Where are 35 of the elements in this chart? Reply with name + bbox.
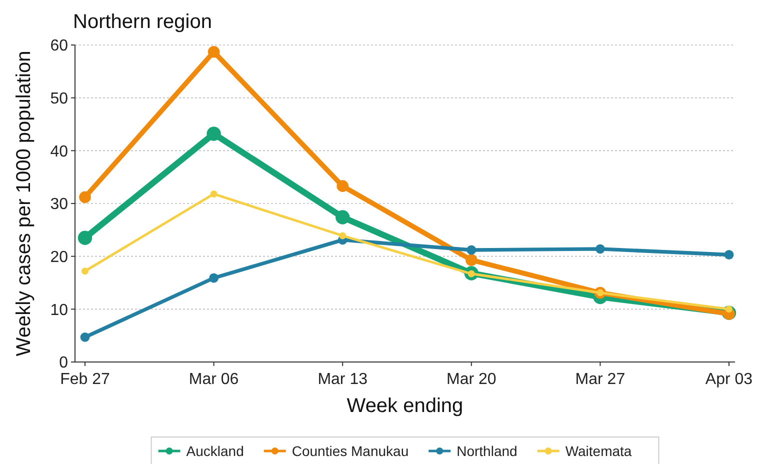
y-tick-label: 50 — [50, 90, 68, 108]
x-tick-label: Apr 03 — [705, 371, 753, 388]
point — [336, 180, 348, 192]
point — [78, 230, 92, 245]
point — [596, 244, 605, 254]
legend-label: Northland — [456, 442, 518, 459]
point — [209, 273, 218, 283]
legend-label: Auckland — [186, 442, 244, 459]
legend-label: Counties Manukau — [292, 442, 409, 459]
point — [466, 245, 476, 255]
point — [206, 126, 221, 141]
legend-label: Waitemata — [565, 442, 632, 459]
point — [724, 250, 734, 260]
y-axis-title: Weekly cases per 1000 population — [13, 50, 35, 356]
y-tick-label: 10 — [50, 302, 68, 319]
y-tick-label: 30 — [50, 196, 68, 214]
y-tick-label: 60 — [50, 38, 68, 55]
y-tick-label: 0 — [59, 354, 68, 372]
x-tick-label: Mar 13 — [318, 371, 368, 388]
y-tick-label: 40 — [50, 143, 68, 160]
chart-title: Northern region — [73, 11, 212, 33]
x-tick-label: Mar 20 — [446, 371, 496, 388]
point — [339, 232, 346, 240]
x-tick-label: Mar 06 — [188, 371, 239, 388]
y-tick-label: 20 — [50, 248, 68, 266]
x-tick-label: Feb 27 — [60, 371, 110, 388]
point — [466, 254, 478, 266]
x-tick-label: Mar 27 — [575, 371, 626, 388]
point — [82, 268, 88, 275]
point — [79, 191, 91, 204]
point — [336, 210, 350, 224]
x-axis-title: Week ending — [346, 395, 464, 417]
point — [210, 190, 218, 198]
point — [208, 46, 220, 58]
point — [80, 332, 90, 342]
